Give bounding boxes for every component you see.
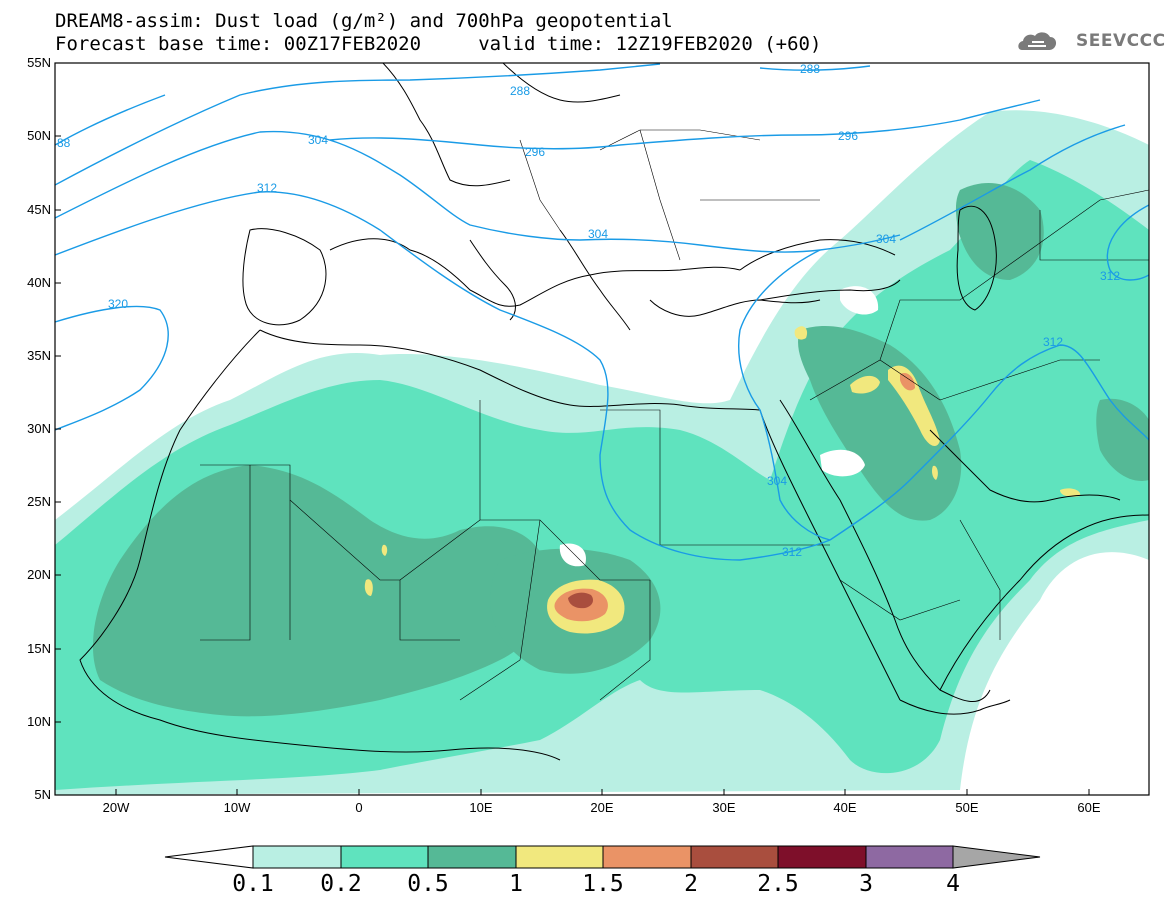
- coastlines: [79, 63, 1149, 761]
- lat-label: 35N: [27, 348, 51, 363]
- lat-label: 45N: [27, 202, 51, 217]
- lat-label: 25N: [27, 494, 51, 509]
- svg-text:304: 304: [876, 232, 896, 246]
- colorbar-swatch: [427, 845, 517, 869]
- cloud-icon: [1018, 32, 1057, 50]
- colorbar-tick-label: 2.5: [757, 871, 799, 897]
- lon-label: 20E: [590, 800, 614, 815]
- colorbar-swatch: [865, 845, 954, 869]
- lat-label: 50N: [27, 128, 51, 143]
- svg-text:312: 312: [257, 181, 277, 195]
- lon-label: 40E: [833, 800, 857, 815]
- lon-label: 30E: [712, 800, 736, 815]
- colorbar-tick-label: 0.2: [320, 871, 362, 897]
- forecast-time-line: Forecast base time: 00Z17FEB2020 valid t…: [55, 33, 822, 55]
- colorbar-over-triangle: [952, 845, 1041, 869]
- colorbar-swatch: [515, 845, 604, 869]
- contour-labels: 288 288 304 296 296 312 304 304 312 312 …: [57, 62, 1120, 559]
- colorbar-tick-label: 1.5: [582, 871, 624, 897]
- svg-text:304: 304: [588, 227, 608, 241]
- colorbar-swatch: [252, 845, 342, 869]
- svg-text:296: 296: [838, 129, 858, 143]
- lat-label: 30N: [27, 421, 51, 436]
- logo-text: SEEVCCC: [1076, 31, 1165, 51]
- colorbar-swatch: [340, 845, 429, 869]
- svg-text:304: 304: [308, 133, 328, 147]
- axis-ticks: [55, 62, 1090, 795]
- colorbar-swatch: [690, 845, 779, 869]
- lat-label: 20N: [27, 567, 51, 582]
- geopotential-contours: [55, 63, 1149, 561]
- svg-text:312: 312: [1100, 269, 1120, 283]
- lon-label: 20W: [102, 800, 130, 815]
- svg-text:304: 304: [767, 474, 787, 488]
- colorbar-swatch: [777, 845, 867, 869]
- colorbar-tick-label: 3: [859, 871, 873, 897]
- svg-text:288: 288: [800, 62, 820, 76]
- colorbar-tick-label: 0.1: [232, 871, 274, 897]
- svg-text:296: 296: [525, 145, 545, 159]
- lon-label: 0: [355, 800, 363, 815]
- colorbar-tick-label: 1: [509, 871, 523, 897]
- lat-label: 5N: [34, 787, 51, 802]
- map-title: DREAM8-assim: Dust load (g/m²) and 700hP…: [55, 10, 673, 32]
- lat-label: 40N: [27, 275, 51, 290]
- lon-label: 10E: [469, 800, 493, 815]
- svg-text:288: 288: [510, 84, 530, 98]
- svg-text:312: 312: [1043, 335, 1063, 349]
- colorbar-tick-label: 4: [946, 871, 960, 897]
- colorbar: [164, 845, 1041, 869]
- lat-label: 55N: [27, 55, 51, 70]
- svg-text:320: 320: [108, 297, 128, 311]
- lat-label: 10N: [27, 714, 51, 729]
- colorbar-tick-label: 0.5: [407, 871, 449, 897]
- colorbar-swatch: [602, 845, 692, 869]
- colorbar-tick-label: 2: [684, 871, 698, 897]
- svg-text:312: 312: [782, 545, 802, 559]
- lat-label: 15N: [27, 641, 51, 656]
- colorbar-under-triangle: [164, 845, 254, 869]
- lon-label: 60E: [1077, 800, 1101, 815]
- lon-label: 50E: [955, 800, 979, 815]
- lon-label: 10W: [223, 800, 251, 815]
- svg-text:88: 88: [57, 136, 71, 150]
- country-borders: [200, 129, 1149, 701]
